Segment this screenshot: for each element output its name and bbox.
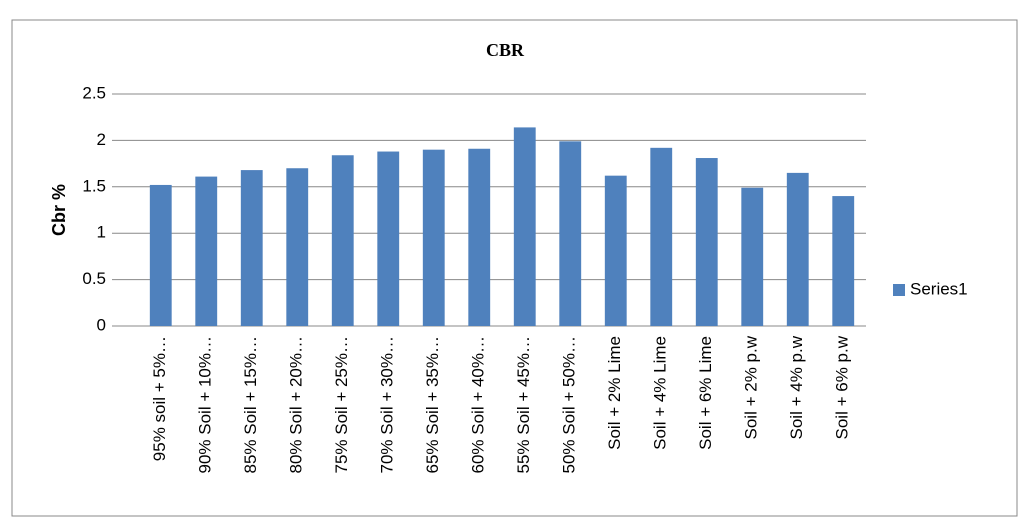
bar <box>286 168 309 326</box>
x-tick-label: 95% soil + 5%… <box>150 336 169 461</box>
x-tick-label: 55% Soil + 45%… <box>514 336 533 474</box>
bar <box>695 158 718 326</box>
x-tick-label: Soil + 6% Lime <box>696 336 715 450</box>
x-tick-label: Soil + 2% Lime <box>605 336 624 450</box>
bar <box>741 187 764 326</box>
x-tick-label: 85% Soil + 15%… <box>241 336 260 474</box>
bar <box>650 147 673 326</box>
x-tick-label: Soil + 2% p.w <box>742 335 761 439</box>
x-tick-label: 65% Soil + 35%… <box>423 336 442 474</box>
y-tick-label: 2 <box>97 130 106 149</box>
bar <box>331 155 354 326</box>
bar <box>149 184 172 326</box>
bar <box>240 170 263 326</box>
y-tick-label: 1.5 <box>82 176 106 195</box>
x-tick-label: 70% Soil + 30%… <box>378 336 397 474</box>
legend-label: Series1 <box>910 279 968 298</box>
x-tick-label: 75% Soil + 25%… <box>332 336 351 474</box>
x-tick-label: 50% Soil + 50%… <box>560 336 579 474</box>
bar <box>513 127 536 327</box>
bar <box>468 148 491 326</box>
bar <box>195 176 218 326</box>
y-tick-label: 2.5 <box>82 83 106 102</box>
bar <box>422 149 445 326</box>
x-tick-label: Soil + 4% Lime <box>651 336 670 450</box>
bar <box>604 175 627 326</box>
x-tick-label: Soil + 6% p.w <box>833 335 852 439</box>
bar <box>559 141 582 326</box>
x-tick-label: 60% Soil + 40%… <box>469 336 488 474</box>
y-axis-title: Cbr % <box>49 184 69 236</box>
legend-swatch <box>893 284 905 296</box>
y-tick-label: 0.5 <box>82 269 106 288</box>
bar <box>377 151 400 326</box>
y-tick-label: 0 <box>97 315 106 334</box>
chart-title: CBR <box>486 40 525 60</box>
bar <box>832 196 855 326</box>
x-tick-label: 90% Soil + 10%… <box>196 336 215 474</box>
y-tick-label: 1 <box>97 223 106 242</box>
bar <box>786 172 809 326</box>
x-tick-label: 80% Soil + 20%… <box>287 336 306 474</box>
x-tick-label: Soil + 4% p.w <box>787 335 806 439</box>
